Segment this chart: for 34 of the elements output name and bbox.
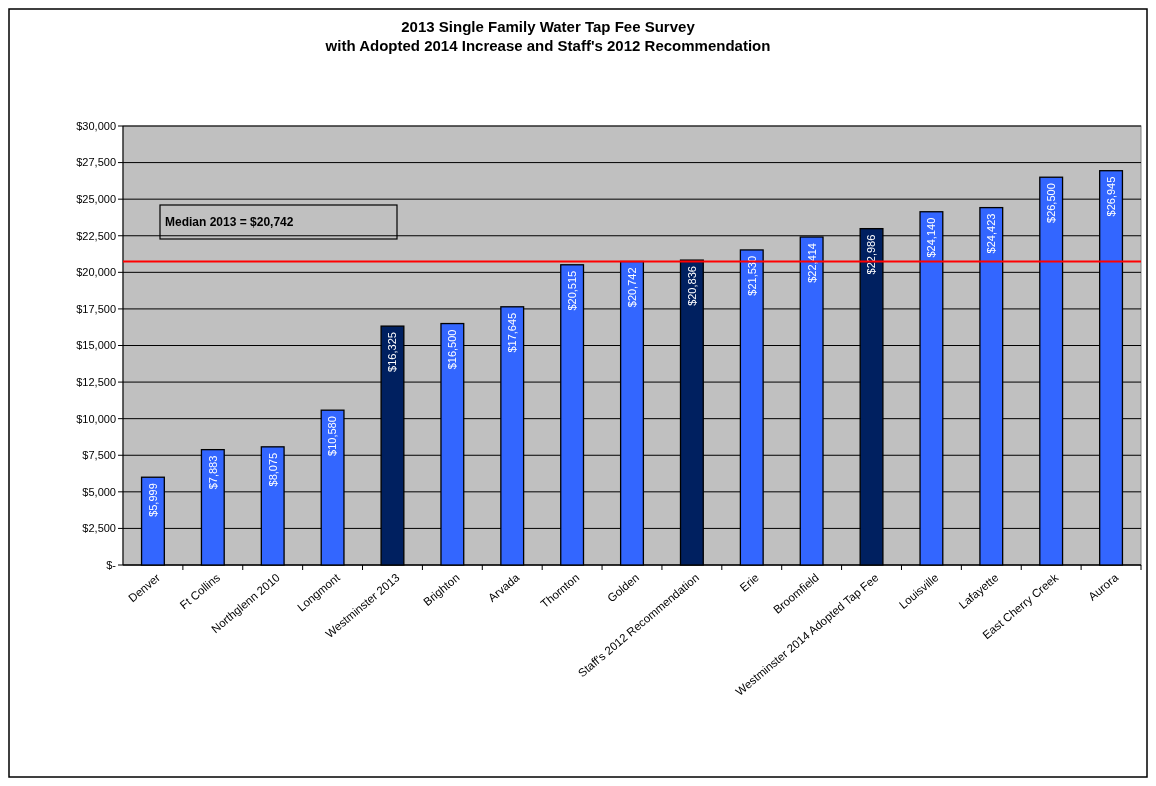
y-tick-label: $5,000: [82, 485, 116, 498]
data-label: $20,515: [565, 270, 578, 311]
y-tick-label: $20,000: [76, 266, 116, 279]
y-tick-label: $15,000: [76, 339, 116, 352]
data-label: $26,945: [1104, 176, 1117, 217]
data-label: $16,500: [446, 329, 459, 370]
data-label: $17,645: [506, 312, 519, 353]
y-tick-label: $12,500: [76, 375, 116, 388]
y-tick-label: $7,500: [82, 449, 116, 462]
y-tick-label: $22,500: [76, 229, 116, 242]
y-tick-label: $25,000: [76, 193, 116, 206]
data-label: $24,140: [925, 217, 938, 258]
data-label: $22,414: [805, 243, 818, 283]
data-label: $21,530: [745, 255, 758, 296]
x-tick-label: Erie: [737, 571, 762, 594]
chart-title: 2013 Single Family Water Tap Fee Survey: [401, 18, 696, 35]
y-tick-label: $2,500: [82, 522, 116, 535]
ref-line-label: Median 2013 = $20,742: [165, 215, 294, 230]
data-label: $16,325: [386, 332, 399, 372]
y-tick-label: $10,000: [76, 412, 116, 425]
data-label: $8,075: [266, 452, 279, 487]
y-tick-label: $30,000: [76, 119, 116, 132]
data-label: $20,836: [685, 266, 698, 306]
data-label: $20,742: [625, 267, 638, 308]
data-label: $7,883: [206, 455, 219, 490]
data-label: $24,423: [985, 213, 998, 254]
y-tick-label: $-: [106, 558, 117, 571]
y-tick-label: $27,500: [76, 156, 116, 169]
data-label: $26,500: [1045, 183, 1058, 223]
y-tick-label: $17,500: [76, 302, 116, 315]
data-label: $22,986: [865, 234, 878, 275]
chart-subtitle: with Adopted 2014 Increase and Staff's 2012 Recommendation: [324, 37, 771, 54]
data-label: $10,580: [326, 416, 339, 456]
data-label: $5,999: [146, 483, 159, 517]
